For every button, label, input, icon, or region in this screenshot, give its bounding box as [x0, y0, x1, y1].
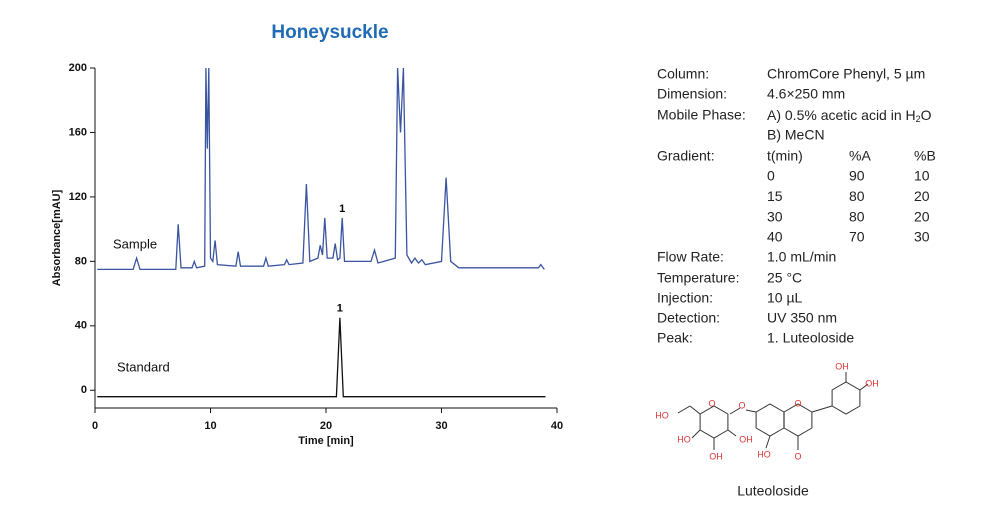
method-table: Column: ChromCore Phenyl, 5 µm Dimension… [657, 66, 936, 346]
y-axis-label: Absorbance[mAU] [51, 189, 63, 286]
grad-cell: 20 [914, 208, 930, 224]
atom-label: O [738, 400, 745, 410]
x-axis-label: Time [min] [298, 435, 354, 447]
x-tick-label: 10 [204, 420, 216, 432]
chart-title: Honeysuckle [271, 22, 388, 43]
bond [691, 429, 701, 439]
structure [677, 372, 869, 450]
ring [831, 381, 861, 415]
trace [97, 68, 545, 271]
peak-label: 1 [339, 203, 345, 215]
grad-cell: 30 [767, 208, 783, 224]
bond [727, 429, 737, 437]
gradient-table: t(min) %A %B 0 90 10 15 80 20 30 80 20 40 70 30 [767, 148, 936, 245]
atom-label: O [794, 451, 801, 461]
label: Detection: [657, 310, 720, 326]
label: Flow Rate: [657, 249, 724, 265]
x-tick-label: 30 [435, 420, 447, 432]
atom-label: OH [739, 434, 753, 444]
grad-header: %B [914, 148, 936, 164]
ring [755, 403, 785, 437]
bond [745, 409, 757, 413]
series-label: Standard [117, 359, 170, 374]
value: UV 350 nm [767, 310, 837, 326]
label: Column: [657, 66, 709, 82]
y-tick-label: 200 [69, 62, 87, 74]
bond [811, 405, 833, 413]
atom-label: HO [757, 449, 771, 459]
grad-cell: 30 [914, 229, 930, 245]
grad-cell: 10 [914, 168, 930, 184]
bond [859, 383, 869, 391]
ring [699, 405, 729, 439]
value: 4.6×250 mm [767, 86, 845, 102]
value: 1.0 mL/min [767, 249, 836, 265]
grad-cell: 0 [767, 168, 775, 184]
value-part: A) 0.5% acetic acid in H [767, 107, 916, 123]
value: A) 0.5% acetic acid in H2O [767, 107, 932, 125]
label: Dimension: [657, 86, 727, 102]
x-tick-label: 40 [551, 420, 563, 432]
grad-cell: 70 [849, 229, 865, 245]
grad-cell: 20 [914, 188, 930, 204]
x-tick-label: 20 [320, 420, 332, 432]
bond [729, 407, 741, 415]
grad-cell: 40 [767, 229, 783, 245]
label: Peak: [657, 330, 693, 346]
grad-cell: 80 [849, 208, 865, 224]
axes: 0 40 80 120 160 200 0 10 20 30 40 Time [min] Absorba… [51, 62, 563, 447]
atom-label: OH [835, 361, 849, 371]
grad-header: %A [849, 148, 871, 164]
trace [97, 317, 546, 398]
label: Temperature: [657, 270, 739, 286]
grad-cell: 90 [849, 168, 865, 184]
label: Injection: [657, 290, 713, 306]
grad-cell: 15 [767, 188, 783, 204]
atom-label: O [794, 398, 801, 408]
label: Gradient: [657, 148, 715, 164]
peak-label: 1 [337, 303, 343, 315]
label: Mobile Phase: [657, 107, 746, 123]
atom-label: OH [709, 451, 723, 461]
value-part: O [921, 107, 932, 123]
grad-header: t(min) [767, 148, 803, 164]
y-tick-label: 160 [69, 126, 87, 138]
bond [765, 435, 771, 449]
grad-cell: 80 [849, 188, 865, 204]
value: 10 µL [767, 290, 803, 306]
ring [783, 403, 813, 437]
atom-label: OH [865, 378, 879, 388]
bond [689, 405, 701, 415]
value: B) MeCN [767, 127, 825, 143]
value: ChromCore Phenyl, 5 µm [767, 66, 925, 82]
value: 1. Luteoloside [767, 330, 854, 346]
bond [677, 405, 691, 414]
y-tick-label: 0 [81, 384, 87, 396]
subscript: 2 [916, 114, 921, 124]
y-tick-label: 40 [75, 320, 87, 332]
y-tick-label: 80 [75, 255, 87, 267]
structure-name: Luteoloside [737, 483, 809, 499]
value: 25 °C [767, 270, 802, 286]
atom-label: HO [677, 434, 691, 444]
atom-label: HO [655, 410, 669, 420]
x-tick-label: 0 [92, 420, 98, 432]
y-tick-label: 120 [69, 191, 87, 203]
atom-label: O [708, 398, 715, 408]
series-label: Sample [113, 236, 157, 251]
